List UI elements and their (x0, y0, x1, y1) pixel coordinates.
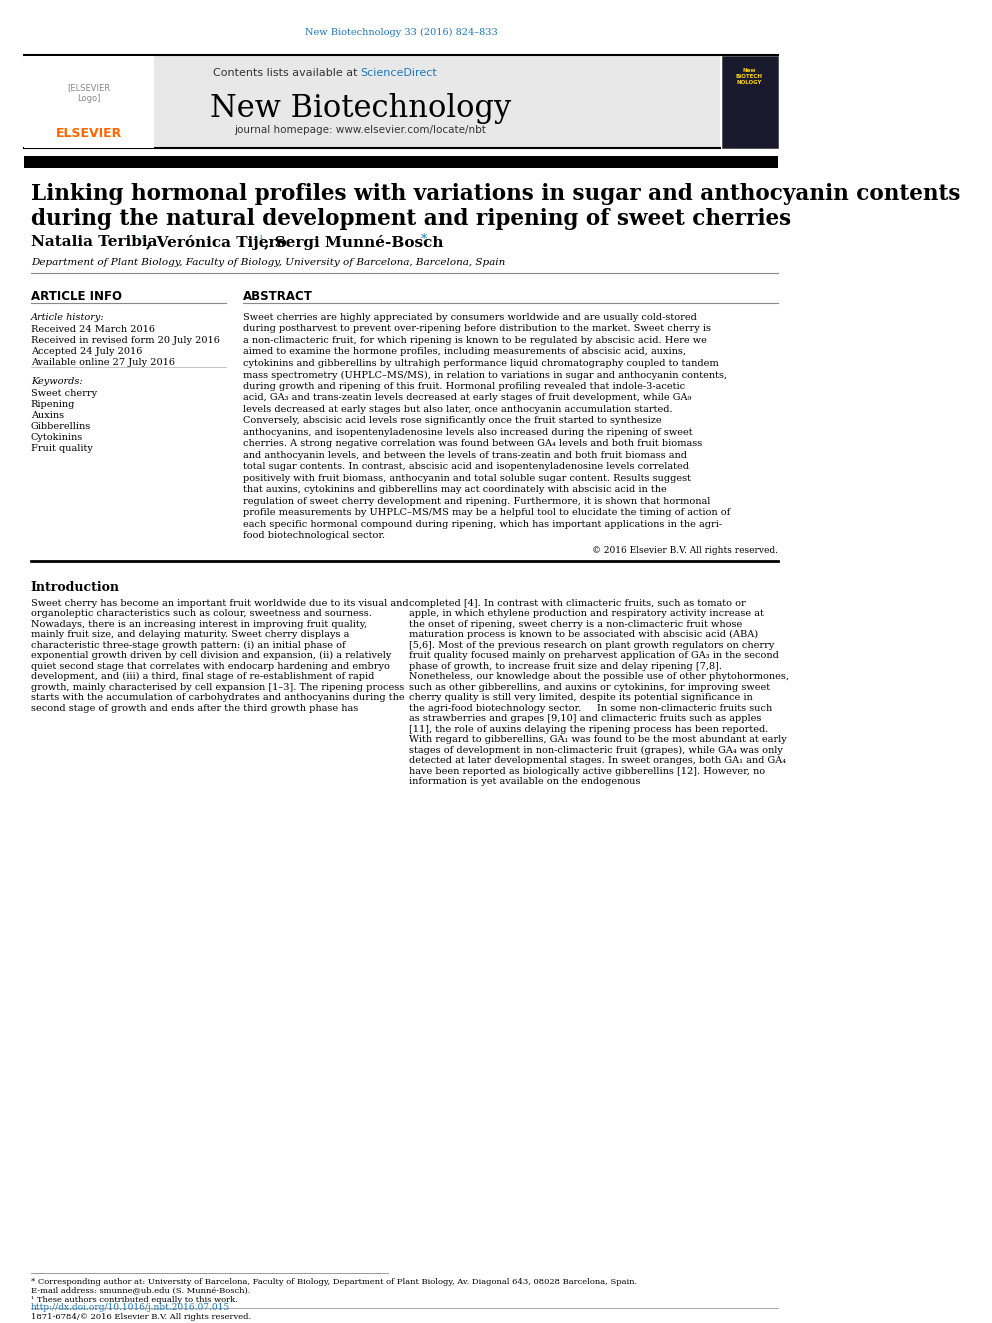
Text: Keywords:: Keywords: (31, 377, 82, 386)
Text: information is yet available on the endogenous: information is yet available on the endo… (409, 778, 641, 786)
Text: during growth and ripening of this fruit. Hormonal profiling revealed that indol: during growth and ripening of this fruit… (242, 382, 684, 390)
Text: New Biotechnology 33 (2016) 824–833: New Biotechnology 33 (2016) 824–833 (305, 28, 497, 37)
Text: cherry quality is still very limited, despite its potential significance in: cherry quality is still very limited, de… (409, 693, 753, 703)
Text: Cytokinins: Cytokinins (31, 433, 83, 442)
Text: profile measurements by UHPLC–MS/MS may be a helpful tool to elucidate the timin: profile measurements by UHPLC–MS/MS may … (242, 508, 730, 517)
Text: growth, mainly characterised by cell expansion [1–3]. The ripening process: growth, mainly characterised by cell exp… (31, 683, 404, 692)
Text: maturation process is known to be associated with abscisic acid (ABA): maturation process is known to be associ… (409, 630, 758, 639)
Text: ¹: ¹ (140, 235, 144, 245)
Text: development, and (iii) a third, final stage of re-establishment of rapid: development, and (iii) a third, final st… (31, 672, 374, 681)
Text: completed [4]. In contrast with climacteric fruits, such as tomato or: completed [4]. In contrast with climacte… (409, 599, 746, 607)
Text: each specific hormonal compound during ripening, which has important application: each specific hormonal compound during r… (242, 520, 721, 529)
Text: second stage of growth and ends after the third growth phase has: second stage of growth and ends after th… (31, 704, 358, 713)
Text: quiet second stage that correlates with endocarp hardening and embryo: quiet second stage that correlates with … (31, 662, 390, 671)
Text: starts with the accumulation of carbohydrates and anthocyanins during the: starts with the accumulation of carbohyd… (31, 693, 405, 703)
Text: ScienceDirect: ScienceDirect (360, 67, 437, 78)
Text: [ELSEVIER
Logo]: [ELSEVIER Logo] (67, 83, 110, 103)
Text: during postharvest to prevent over-ripening before distribution to the market. S: during postharvest to prevent over-ripen… (242, 324, 710, 333)
Text: * Corresponding author at: University of Barcelona, Faculty of Biology, Departme: * Corresponding author at: University of… (31, 1278, 637, 1286)
Text: Article history:: Article history: (31, 314, 104, 321)
Text: Sweet cherries are highly appreciated by consumers worldwide and are usually col: Sweet cherries are highly appreciated by… (242, 314, 696, 321)
Bar (24, 56, 719, 148)
Text: journal homepage: www.elsevier.com/locate/nbt: journal homepage: www.elsevier.com/locat… (235, 124, 486, 135)
Text: *: * (421, 233, 427, 246)
Text: With regard to gibberellins, GA₁ was found to be the most abundant at early: With regard to gibberellins, GA₁ was fou… (409, 736, 787, 745)
Text: ABSTRACT: ABSTRACT (242, 290, 312, 303)
Text: Sweet cherry: Sweet cherry (31, 389, 97, 398)
Text: and anthocyanin levels, and between the levels of trans-zeatin and both fruit bi: and anthocyanin levels, and between the … (242, 451, 686, 460)
Text: Accepted 24 July 2016: Accepted 24 July 2016 (31, 347, 142, 356)
Text: ¹ These authors contributed equally to this work.: ¹ These authors contributed equally to t… (31, 1295, 238, 1303)
Text: ¹: ¹ (259, 235, 263, 245)
Text: during the natural development and ripening of sweet cherries: during the natural development and ripen… (31, 208, 791, 230)
Text: cytokinins and gibberellins by ultrahigh performance liquid chromatography coupl: cytokinins and gibberellins by ultrahigh… (242, 359, 718, 368)
Text: Received 24 March 2016: Received 24 March 2016 (31, 325, 155, 333)
Text: Department of Plant Biology, Faculty of Biology, University of Barcelona, Barcel: Department of Plant Biology, Faculty of … (31, 258, 505, 267)
Text: such as other gibberellins, and auxins or cytokinins, for improving sweet: such as other gibberellins, and auxins o… (409, 683, 770, 692)
Text: , Sergi Munné-Bosch: , Sergi Munné-Bosch (264, 235, 443, 250)
Text: New Biotechnology: New Biotechnology (210, 93, 511, 124)
Text: Fruit quality: Fruit quality (31, 445, 92, 452)
Text: , Verónica Tijero: , Verónica Tijero (146, 235, 286, 250)
Bar (722, 56, 778, 148)
Text: characteristic three-stage growth pattern: (i) an initial phase of: characteristic three-stage growth patter… (31, 640, 345, 650)
Text: Nonetheless, our knowledge about the possible use of other phytohormones,: Nonetheless, our knowledge about the pos… (409, 672, 789, 681)
Text: Nowadays, there is an increasing interest in improving fruit quality,: Nowadays, there is an increasing interes… (31, 620, 367, 628)
Bar (24, 56, 154, 148)
Text: a non-climacteric fruit, for which ripening is known to be regulated by abscisic: a non-climacteric fruit, for which ripen… (242, 336, 706, 345)
Text: positively with fruit biomass, anthocyanin and total soluble sugar content. Resu: positively with fruit biomass, anthocyan… (242, 474, 690, 483)
Text: phase of growth, to increase fruit size and delay ripening [7,8].: phase of growth, to increase fruit size … (409, 662, 722, 671)
Text: [5,6]. Most of the previous research on plant growth regulators on cherry: [5,6]. Most of the previous research on … (409, 640, 775, 650)
Text: stages of development in non-climacteric fruit (grapes), while GA₄ was only: stages of development in non-climacteric… (409, 746, 783, 755)
Text: © 2016 Elsevier B.V. All rights reserved.: © 2016 Elsevier B.V. All rights reserved… (591, 546, 778, 554)
Text: Linking hormonal profiles with variations in sugar and anthocyanin contents: Linking hormonal profiles with variation… (31, 183, 960, 205)
Text: exponential growth driven by cell division and expansion, (ii) a relatively: exponential growth driven by cell divisi… (31, 651, 391, 660)
Text: aimed to examine the hormone profiles, including measurements of abscisic acid, : aimed to examine the hormone profiles, i… (242, 348, 685, 356)
Text: Ripening: Ripening (31, 400, 75, 409)
Text: mass spectrometry (UHPLC–MS/MS), in relation to variations in sugar and anthocya: mass spectrometry (UHPLC–MS/MS), in rela… (242, 370, 727, 380)
Text: Auxins: Auxins (31, 411, 63, 419)
Text: Received in revised form 20 July 2016: Received in revised form 20 July 2016 (31, 336, 219, 345)
Text: Available online 27 July 2016: Available online 27 July 2016 (31, 359, 175, 366)
Text: ELSEVIER: ELSEVIER (56, 127, 122, 140)
Text: anthocyanins, and isopentenyladenosine levels also increased during the ripening: anthocyanins, and isopentenyladenosine l… (242, 427, 692, 437)
Text: Conversely, abscisic acid levels rose significantly once the fruit started to sy: Conversely, abscisic acid levels rose si… (242, 417, 661, 426)
Text: 1871-6784/© 2016 Elsevier B.V. All rights reserved.: 1871-6784/© 2016 Elsevier B.V. All right… (31, 1312, 251, 1320)
Text: apple, in which ethylene production and respiratory activity increase at: apple, in which ethylene production and … (409, 610, 764, 618)
Text: regulation of sweet cherry development and ripening. Furthermore, it is shown th: regulation of sweet cherry development a… (242, 497, 710, 505)
Text: http://dx.doi.org/10.1016/j.nbt.2016.07.015: http://dx.doi.org/10.1016/j.nbt.2016.07.… (31, 1303, 230, 1311)
Text: detected at later developmental stages. In sweet oranges, both GA₁ and GA₄: detected at later developmental stages. … (409, 757, 787, 765)
Text: total sugar contents. In contrast, abscisic acid and isopentenyladenosine levels: total sugar contents. In contrast, absci… (242, 463, 688, 471)
Text: levels decreased at early stages but also later, once anthocyanin accumulation s: levels decreased at early stages but als… (242, 405, 673, 414)
Text: ARTICLE INFO: ARTICLE INFO (31, 290, 122, 303)
Text: Gibberellins: Gibberellins (31, 422, 91, 431)
Text: organoleptic characteristics such as colour, sweetness and sourness.: organoleptic characteristics such as col… (31, 610, 372, 618)
Text: New
BIOTECH
NOLOGY: New BIOTECH NOLOGY (736, 67, 763, 85)
Text: Sweet cherry has become an important fruit worldwide due to its visual and: Sweet cherry has become an important fru… (31, 599, 409, 607)
Text: acid, GA₃ and trans-zeatin levels decreased at early stages of fruit development: acid, GA₃ and trans-zeatin levels decrea… (242, 393, 690, 402)
Text: Contents lists available at: Contents lists available at (212, 67, 360, 78)
Text: Introduction: Introduction (31, 581, 120, 594)
Text: have been reported as biologically active gibberellins [12]. However, no: have been reported as biologically activ… (409, 767, 765, 775)
Text: food biotechnological sector.: food biotechnological sector. (242, 532, 385, 540)
Bar (24, 156, 778, 168)
Text: cherries. A strong negative correlation was found between GA₄ levels and both fr: cherries. A strong negative correlation … (242, 439, 701, 448)
Text: that auxins, cytokinins and gibberellins may act coordinately with abscisic acid: that auxins, cytokinins and gibberellins… (242, 486, 667, 495)
Text: [11], the role of auxins delaying the ripening process has been reported.: [11], the role of auxins delaying the ri… (409, 725, 769, 734)
Text: E-mail address: smunne@ub.edu (S. Munné-Bosch).: E-mail address: smunne@ub.edu (S. Munné-… (31, 1287, 250, 1295)
Text: Natalia Teribia: Natalia Teribia (31, 235, 157, 249)
Text: mainly fruit size, and delaying maturity. Sweet cherry displays a: mainly fruit size, and delaying maturity… (31, 630, 349, 639)
Text: the agri-food biotechnology sector.     In some non-climacteric fruits such: the agri-food biotechnology sector. In s… (409, 704, 773, 713)
Text: fruit quality focused mainly on preharvest application of GA₃ in the second: fruit quality focused mainly on preharve… (409, 651, 779, 660)
Text: as strawberries and grapes [9,10] and climacteric fruits such as apples: as strawberries and grapes [9,10] and cl… (409, 714, 762, 724)
Text: the onset of ripening, sweet cherry is a non-climacteric fruit whose: the onset of ripening, sweet cherry is a… (409, 620, 742, 628)
